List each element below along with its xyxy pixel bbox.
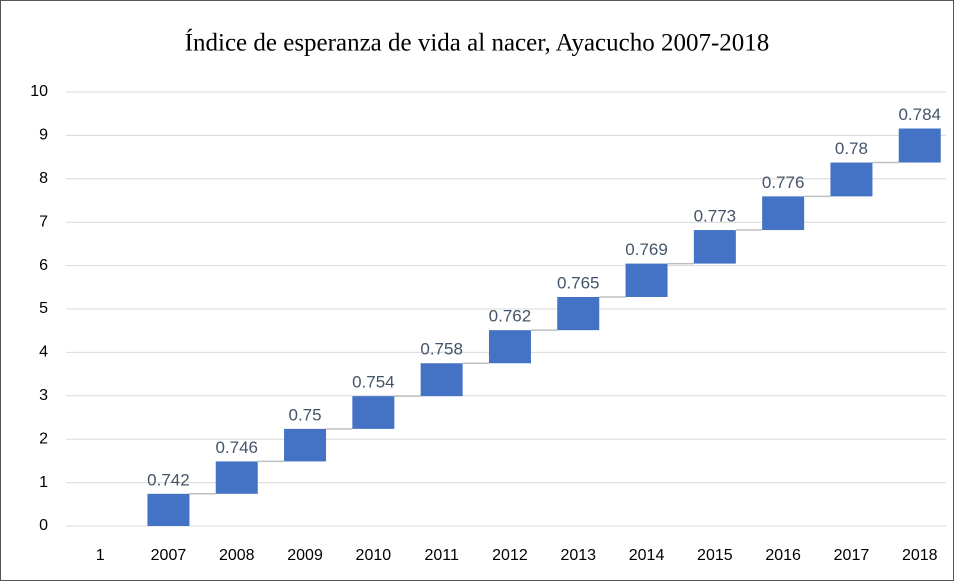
y-tick-label: 1	[39, 474, 48, 491]
bar	[762, 196, 805, 231]
value-label: 0.758	[420, 340, 463, 359]
y-tick-label: 6	[39, 257, 48, 274]
x-tick-label: 2018	[902, 547, 938, 564]
x-tick-label: 2015	[697, 547, 733, 564]
bar	[147, 493, 190, 526]
value-label: 0.769	[625, 240, 668, 259]
x-tick-label: 2011	[424, 547, 459, 564]
x-tick-label: 2016	[765, 547, 801, 564]
x-tick-label: 2009	[287, 547, 323, 564]
x-tick-label: 2010	[356, 547, 392, 564]
chart-title: Índice de esperanza de vida al nacer, Ay…	[185, 29, 770, 57]
x-tick-label: 1	[96, 547, 105, 564]
bar	[830, 162, 873, 197]
y-tick-label: 5	[39, 300, 48, 317]
value-label: 0.784	[898, 105, 941, 124]
y-tick-label: 9	[39, 127, 48, 144]
bar	[352, 396, 395, 429]
x-tick-label: 2014	[629, 547, 665, 564]
x-tick-label: 2012	[492, 547, 528, 564]
x-tick-label: 2013	[560, 547, 596, 564]
y-tick-label: 3	[39, 387, 48, 404]
y-tick-label: 2	[39, 430, 48, 447]
value-label: 0.746	[215, 438, 258, 457]
value-label: 0.773	[694, 207, 737, 226]
x-tick-label: 2017	[834, 547, 870, 564]
x-tick-label: 2008	[219, 547, 255, 564]
value-label: 0.75	[289, 405, 322, 424]
bar	[557, 296, 600, 331]
value-label: 0.776	[762, 173, 805, 192]
y-tick-label: 4	[39, 344, 48, 361]
bar	[488, 330, 531, 364]
x-tick-label: 2007	[151, 547, 187, 564]
value-label: 0.765	[557, 273, 600, 292]
value-label: 0.78	[835, 139, 868, 158]
bar	[625, 263, 668, 297]
bar	[898, 128, 941, 163]
y-tick-label: 8	[39, 170, 48, 187]
y-tick-label: 7	[39, 213, 48, 230]
value-label: 0.742	[147, 470, 190, 489]
y-tick-label: 10	[30, 83, 48, 100]
bar	[215, 461, 258, 494]
bar	[420, 363, 463, 397]
y-tick-label: 0	[39, 517, 48, 534]
value-label: 0.754	[352, 373, 395, 392]
bar	[284, 428, 327, 462]
bar	[693, 230, 736, 264]
value-label: 0.762	[489, 307, 532, 326]
